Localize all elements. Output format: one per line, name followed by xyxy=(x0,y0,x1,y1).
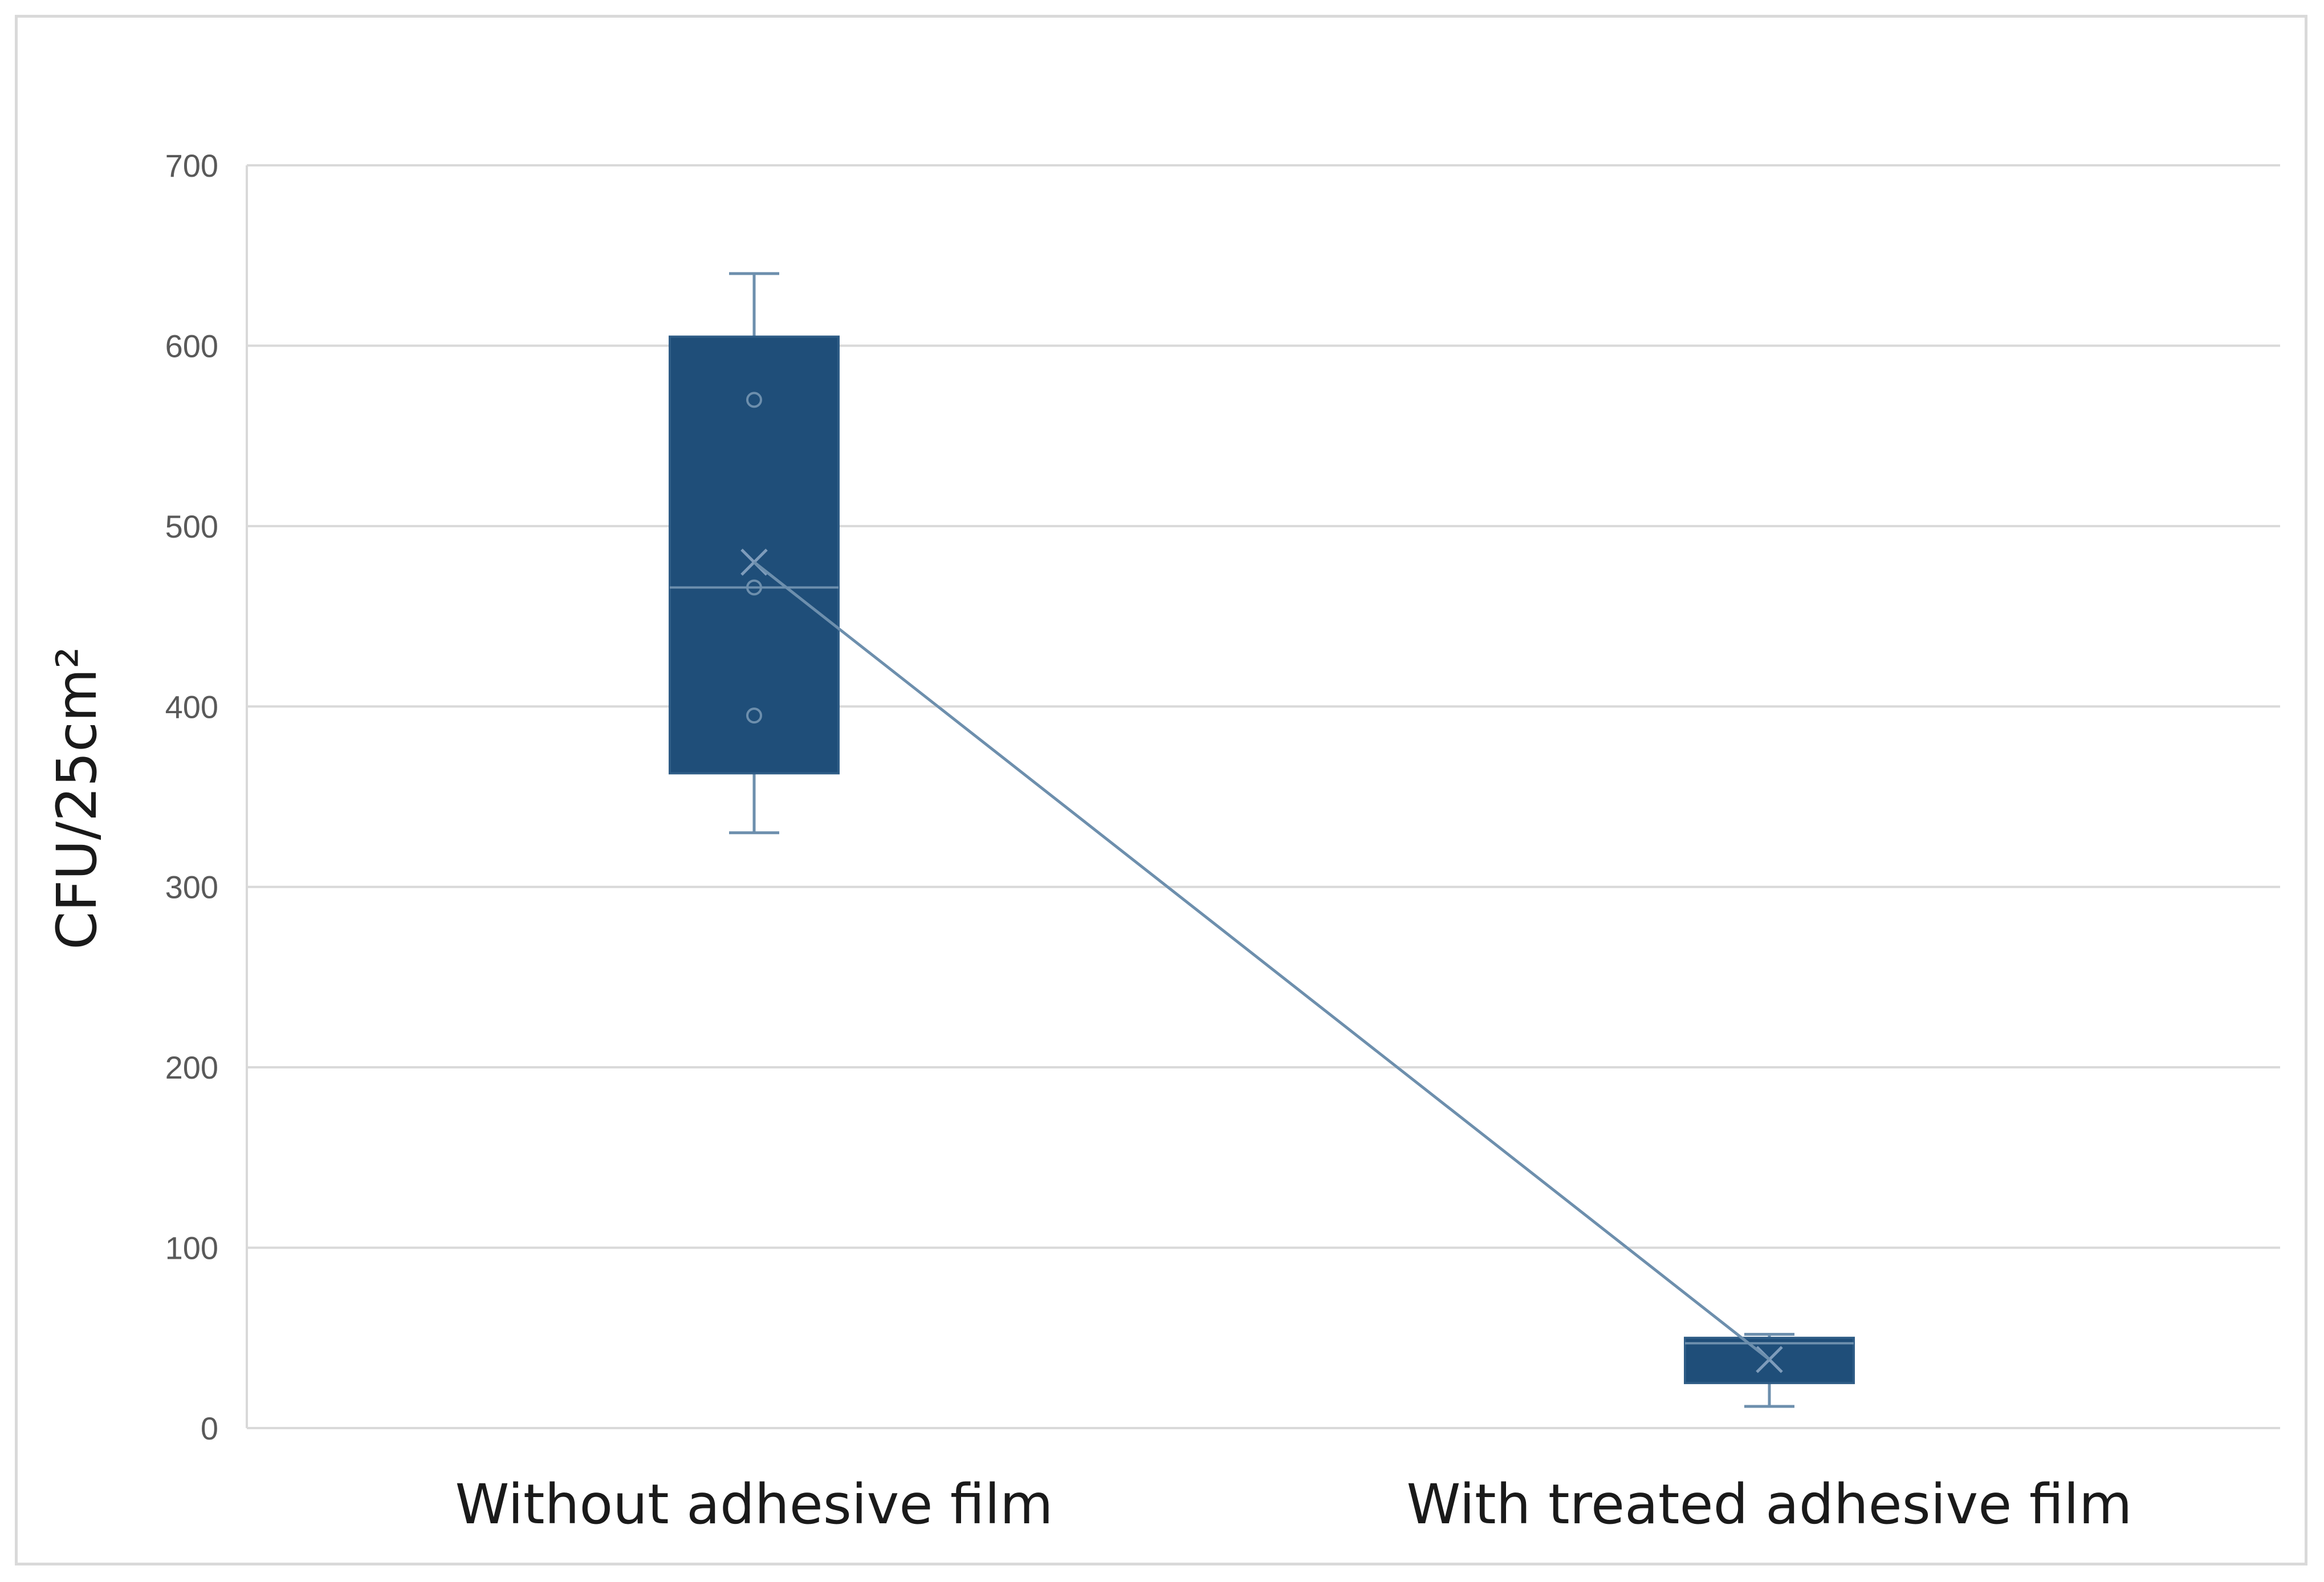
mean-line xyxy=(753,561,1771,1361)
x-category-label: Without adhesive film xyxy=(455,1473,1053,1536)
y-tick-label: 200 xyxy=(165,1050,218,1085)
y-tick-label: 0 xyxy=(201,1410,218,1446)
category-labels: Without adhesive film With treated adhesi… xyxy=(455,1473,2132,1536)
y-tick-label: 100 xyxy=(165,1230,218,1266)
y-tick-label: 700 xyxy=(165,148,218,184)
box-iqr xyxy=(1684,1336,1855,1384)
y-axis-title: CFU/25cm² xyxy=(45,646,109,950)
y-tick-label: 500 xyxy=(165,509,218,544)
box-1 xyxy=(669,272,840,835)
box-iqr xyxy=(669,335,840,775)
chart-frame xyxy=(15,15,2307,1565)
y-tick-label: 300 xyxy=(165,869,218,905)
box-series xyxy=(669,272,1855,1408)
mean-line-group xyxy=(753,561,1771,1361)
y-tick-labels: 0 100 200 300 400 500 600 700 xyxy=(165,148,218,1446)
data-point xyxy=(746,707,762,724)
y-tick-label: 400 xyxy=(165,689,218,725)
gridlines xyxy=(246,164,2280,1429)
data-point xyxy=(746,579,762,596)
data-point xyxy=(746,392,762,408)
y-tick-label: 600 xyxy=(165,328,218,364)
box-2 xyxy=(1684,1332,1855,1408)
x-category-label: With treated adhesive film xyxy=(1407,1473,2132,1536)
